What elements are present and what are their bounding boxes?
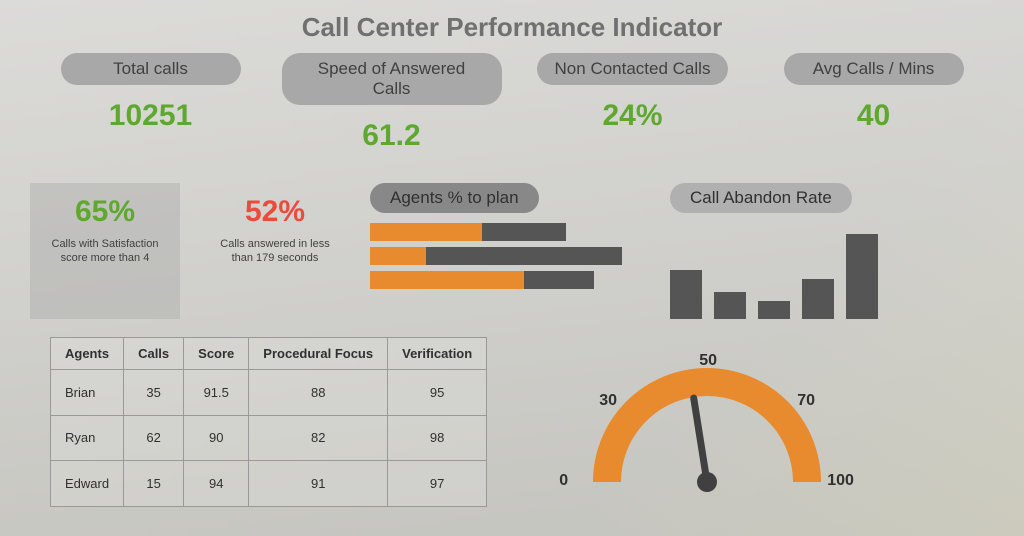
table-header: Verification: [388, 338, 487, 370]
abandon-bar: [846, 234, 878, 320]
gauge-tick-label: 70: [797, 392, 815, 410]
section-label: Agents % to plan: [370, 183, 539, 213]
kpi-label: Non Contacted Calls: [537, 53, 729, 85]
abandon-bar: [670, 270, 702, 320]
abandon-bar: [714, 292, 746, 319]
plan-bar: [370, 271, 650, 289]
stat-desc: Calls with Satisfaction score more than …: [40, 237, 170, 266]
abandon-bar: [758, 301, 790, 319]
kpi-avg-calls-mins: Avg Calls / Mins 40: [764, 53, 984, 153]
kpi-label: Speed of Answered Calls: [282, 53, 502, 105]
page-title: Call Center Performance Indicator: [0, 0, 1024, 53]
mid-row: 65% Calls with Satisfaction score more t…: [0, 153, 1024, 319]
agents-table: AgentsCallsScoreProcedural FocusVerifica…: [50, 337, 487, 507]
gauge-tick-label: 100: [827, 472, 854, 490]
stat-satisfaction: 65% Calls with Satisfaction score more t…: [30, 183, 180, 319]
kpi-value: 61.2: [282, 119, 502, 153]
gauge-chart: 0 30 50 70 100: [547, 337, 867, 507]
bottom-row: AgentsCallsScoreProcedural FocusVerifica…: [0, 319, 1024, 507]
kpi-speed-answered: Speed of Answered Calls 61.2: [282, 53, 502, 153]
kpi-non-contacted: Non Contacted Calls 24%: [523, 53, 743, 153]
abandon-bar: [802, 279, 834, 320]
table-header: Calls: [124, 338, 184, 370]
kpi-label: Avg Calls / Mins: [784, 53, 964, 85]
gauge-tick-label: 0: [559, 472, 568, 490]
kpi-value: 24%: [523, 99, 743, 133]
abandon-chart: Call Abandon Rate: [670, 183, 920, 319]
plan-bar: [370, 223, 650, 241]
stat-value: 65%: [40, 195, 170, 229]
stat-desc: Calls answered in less than 179 seconds: [210, 237, 340, 266]
table-row: Brian3591.58895: [51, 370, 487, 416]
kpi-value: 10251: [41, 99, 261, 133]
kpi-row: Total calls 10251 Speed of Answered Call…: [0, 53, 1024, 153]
stat-answered-time: 52% Calls answered in less than 179 seco…: [200, 183, 350, 319]
table-row: Ryan62908298: [51, 415, 487, 461]
kpi-total-calls: Total calls 10251: [41, 53, 261, 153]
kpi-label: Total calls: [61, 53, 241, 85]
section-label: Call Abandon Rate: [670, 183, 852, 213]
stat-value: 52%: [210, 195, 340, 229]
agents-plan-chart: Agents % to plan: [370, 183, 650, 319]
gauge-tick-label: 30: [599, 392, 617, 410]
table-header: Score: [184, 338, 249, 370]
table-header: Procedural Focus: [249, 338, 388, 370]
table-header: Agents: [51, 338, 124, 370]
gauge-tick-label: 50: [699, 352, 717, 370]
table-row: Edward15949197: [51, 461, 487, 507]
plan-bar: [370, 247, 650, 265]
kpi-value: 40: [764, 99, 984, 133]
